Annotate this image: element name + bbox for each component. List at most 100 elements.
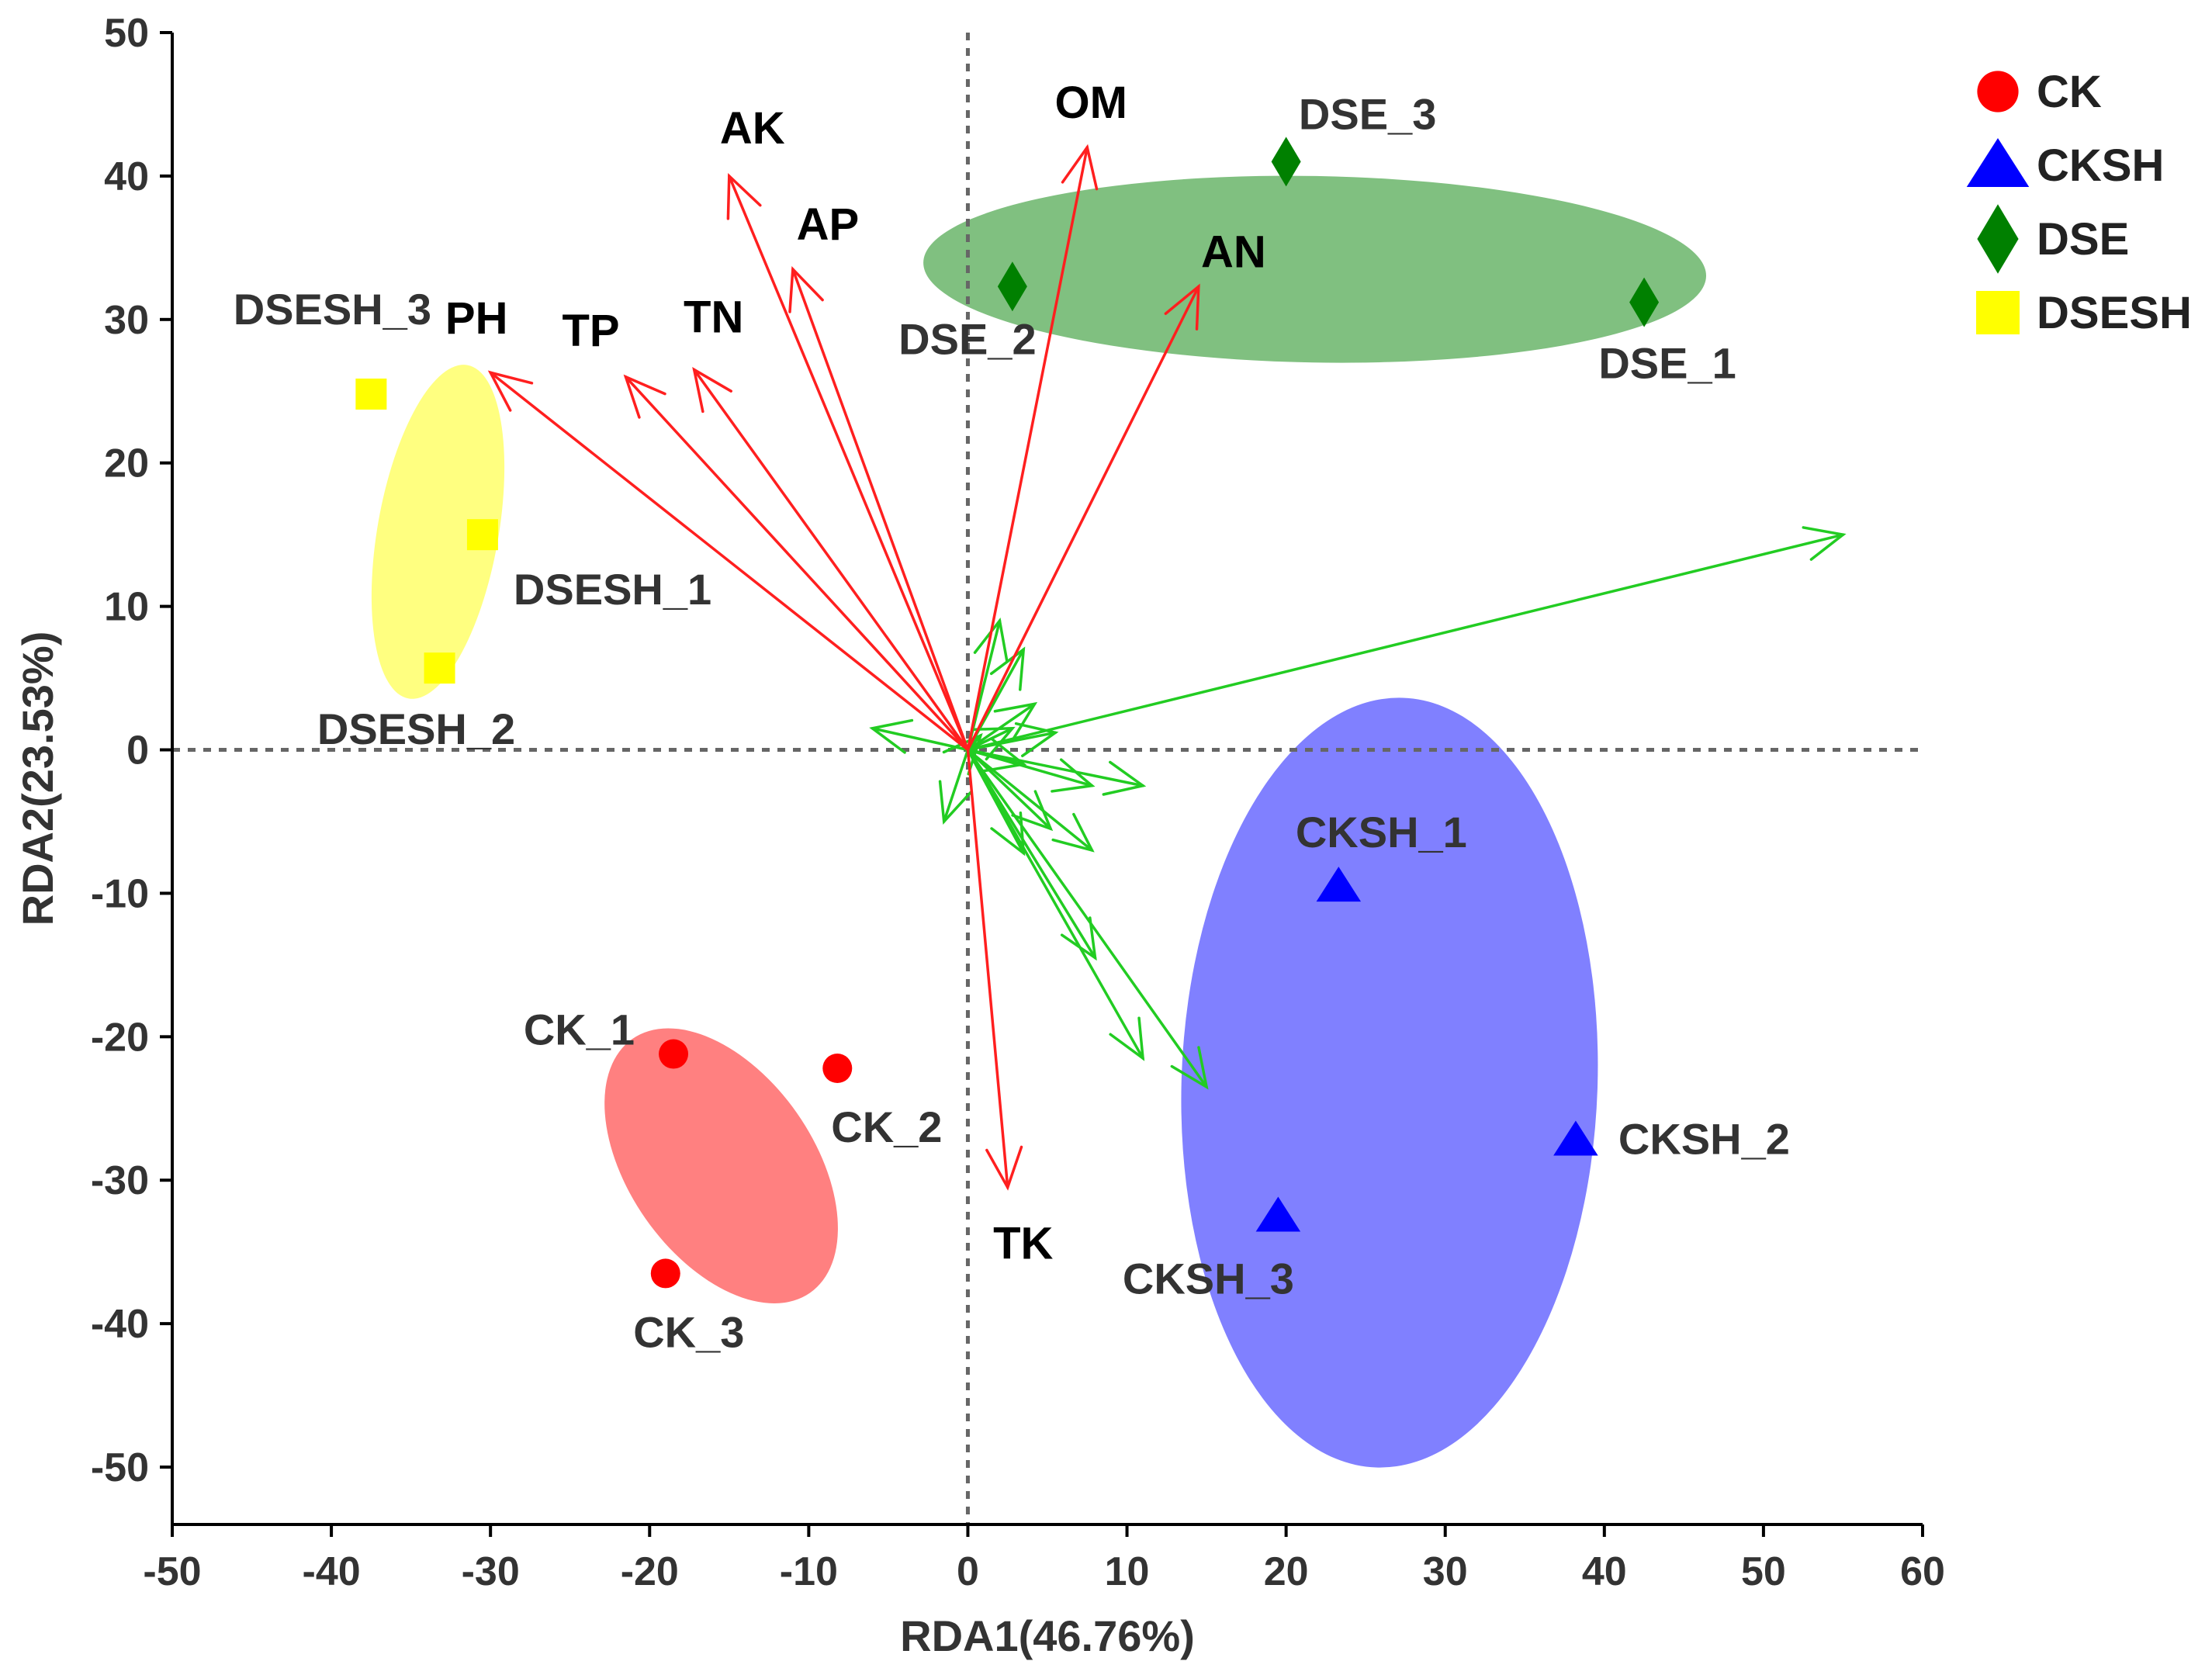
env-vector-tn-shaft [692, 368, 970, 752]
env-vector-an-head [1164, 283, 1200, 330]
env-vector-ap-head [788, 266, 824, 313]
x-tick-label: -40 [303, 1549, 361, 1594]
species-vector-9-head [990, 812, 1026, 856]
species-vector-18-head [1014, 722, 1059, 758]
species-vector-1-shaft [966, 533, 1845, 752]
env-label-ap: AP [797, 199, 860, 250]
x-tick-label: 40 [1582, 1549, 1627, 1594]
species-vector-13-shaft [966, 727, 1014, 752]
ellipse-dsesh [371, 365, 505, 699]
x-tick-label: 20 [1264, 1549, 1309, 1594]
env-label-tn: TN [684, 292, 743, 343]
marker-dsesh-1 [466, 519, 498, 551]
legend-item-dsesh: DSESH [1976, 288, 2192, 338]
marker-dsesh-2 [424, 652, 455, 684]
env-vector-tk [966, 748, 1023, 1191]
species-vector-2-shaft [966, 748, 1208, 1088]
legend-label-cksh: CKSH [2037, 140, 2164, 191]
env-vector-tp-head [623, 374, 666, 419]
y-tick-label: 30 [104, 298, 149, 343]
species-vector-7-head [1051, 758, 1096, 793]
species-vector-8-head [1011, 790, 1054, 832]
species-vector-14-shaft [966, 748, 1025, 766]
env-vector-tn [692, 367, 970, 752]
label-cksh-3: CKSH_3 [1123, 1254, 1294, 1303]
ellipse-cksh [1181, 697, 1598, 1468]
y-tick-label: 40 [104, 154, 149, 199]
species-vector-12-head [993, 701, 1038, 740]
axes: -50 -40 -30 -20 -10 0 10 20 30 40 50 60 -50 -40 -30 -20… [13, 11, 1945, 1660]
marker-ck-3 [650, 1258, 680, 1289]
env-vector-om [966, 144, 1099, 752]
species-vector-8 [966, 748, 1054, 832]
env-vector-ph-head [487, 370, 534, 412]
species-vector-5-shaft [966, 748, 1094, 852]
species-vector-15-head [869, 718, 914, 754]
species-vector-4-head [1060, 916, 1097, 961]
y-tick-label: 50 [104, 11, 149, 56]
x-tick-label: -20 [621, 1549, 679, 1594]
species-vector-5 [966, 748, 1095, 853]
species-vector-2-head [1170, 1046, 1209, 1090]
species-vector-8-shaft [966, 748, 1052, 830]
env-vector-tk-head [985, 1145, 1023, 1191]
legend-label-dsesh: DSESH [2037, 288, 2192, 338]
legend-label-ck: CK [2037, 67, 2102, 117]
label-ck-2: CK_2 [831, 1102, 942, 1151]
environment-vectors [487, 144, 1200, 1191]
x-tick-label: -10 [780, 1549, 838, 1594]
species-vectors [869, 526, 1847, 1090]
species-vector-5-head [1051, 812, 1095, 853]
y-tick-label: -10 [91, 871, 149, 916]
marker-cksh-1 [1316, 867, 1362, 902]
legend-marker-dse [1977, 204, 2019, 274]
species-vector-14-head [982, 737, 1027, 773]
x-axis-title: RDA1(46.76%) [900, 1611, 1195, 1660]
env-vector-om-shaft [966, 146, 1089, 752]
legend-item-dse: DSE [1977, 204, 2129, 274]
env-label-tk: TK [993, 1218, 1053, 1268]
y-tick-label: -30 [91, 1158, 149, 1203]
species-vector-9 [966, 748, 1026, 856]
legend-marker-dsesh [1976, 291, 2020, 334]
env-vector-ph-shaft [489, 371, 970, 752]
species-vector-17-head [942, 732, 983, 776]
env-label-ph: PH [445, 293, 508, 344]
label-dsesh-2: DSESH_2 [317, 704, 515, 753]
y-tick-label: 10 [104, 585, 149, 630]
env-vector-ap-shaft [791, 268, 970, 752]
env-vector-an [966, 283, 1200, 752]
group-ellipses [371, 175, 1707, 1468]
label-dsesh-3: DSESH_3 [234, 285, 431, 334]
species-vector-15 [869, 718, 970, 754]
env-vector-ak [726, 172, 970, 752]
species-vector-6-head [1102, 760, 1147, 796]
ellipse-ck [604, 1028, 838, 1303]
species-vector-15-shaft [871, 727, 970, 752]
y-tick-label: 20 [104, 441, 149, 486]
label-ck-3: CK_3 [633, 1307, 744, 1356]
sample-points [355, 137, 1660, 1289]
species-vector-16-head [938, 780, 973, 825]
y-axis-title: RDA2(23.53%) [13, 632, 62, 926]
zero-lines [172, 33, 1923, 1524]
env-label-an: AN [1201, 227, 1266, 277]
marker-dse-2 [997, 261, 1027, 312]
x-tick-label: -50 [143, 1549, 201, 1594]
species-vector-16-shaft [942, 748, 970, 823]
marker-ck-2 [822, 1054, 853, 1084]
x-tick-label: 30 [1423, 1549, 1468, 1594]
legend: CK CKSH DSE DSESH [1966, 67, 2192, 338]
species-vector-6 [966, 748, 1147, 796]
label-cksh-1: CKSH_1 [1296, 808, 1467, 856]
label-dse-3: DSE_3 [1299, 89, 1436, 138]
env-vector-ak-shaft [728, 175, 970, 752]
legend-item-ck: CK [1977, 67, 2102, 117]
species-vector-11-head [973, 617, 1009, 663]
x-tick-label: -30 [462, 1549, 520, 1594]
text-labels: CK_1 CK_2 CK_3 CKSH_1 CKSH_2 CKSH_3 DSE_1 DSE_2… [234, 78, 1790, 1356]
legend-label-dse: DSE [2037, 214, 2129, 265]
ellipse-dse [923, 175, 1707, 363]
species-vector-9-shaft [966, 748, 1025, 855]
